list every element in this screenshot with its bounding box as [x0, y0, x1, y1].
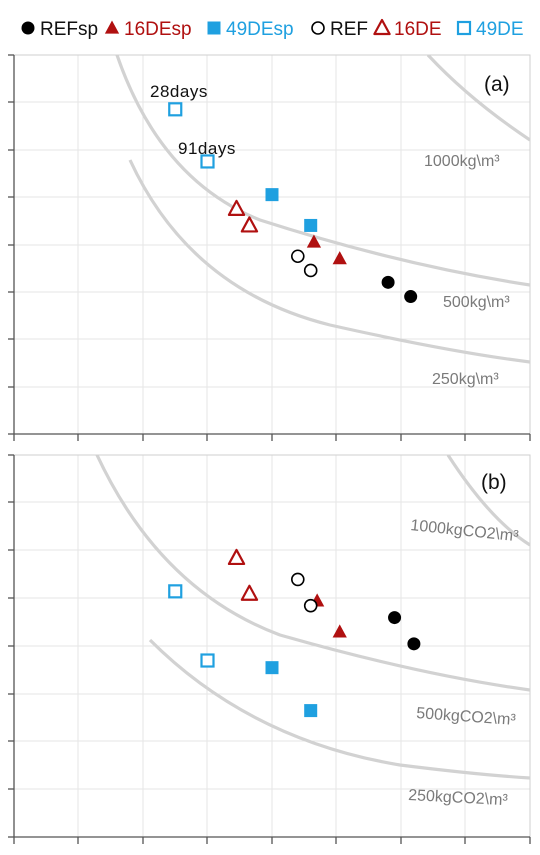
legend-marker — [21, 21, 35, 35]
legend-item: 16DE — [373, 18, 442, 40]
data-point — [303, 263, 318, 278]
data-point — [240, 584, 259, 601]
series — [290, 249, 318, 278]
data-point — [168, 584, 183, 599]
data-point — [332, 624, 347, 638]
iso-curve — [426, 55, 530, 142]
data-point — [381, 275, 395, 289]
data-point — [388, 611, 402, 625]
data-point — [332, 251, 347, 265]
series — [265, 661, 318, 718]
legend-label: 49DEsp — [226, 19, 294, 40]
grid — [13, 454, 531, 838]
iso-curve — [95, 455, 530, 692]
data-point — [227, 199, 246, 216]
data-point — [303, 598, 318, 613]
series — [290, 572, 318, 613]
data-point — [290, 572, 305, 587]
legend-marker — [373, 18, 391, 36]
chart-panel: 1000kg\m³ 500kg\m³ 250kg\m³ (a) 28days 91days — [8, 54, 531, 441]
iso-curve-label: 500kg\m³ — [443, 294, 510, 311]
iso-curves — [95, 455, 530, 780]
legend-label: REF — [330, 19, 368, 40]
legend-marker — [104, 20, 120, 34]
legend-marker — [311, 21, 325, 35]
legend-marker — [207, 21, 221, 35]
series — [381, 275, 418, 304]
data-point — [306, 234, 322, 248]
annotation-label: 28days — [150, 82, 208, 101]
legend-item: 49DE — [456, 19, 524, 40]
iso-curve-label: 1000kg\m³ — [424, 153, 500, 170]
annotation-label: 91days — [178, 139, 236, 158]
iso-curve — [148, 638, 530, 780]
iso-curves — [115, 55, 530, 364]
legend-label: 49DE — [476, 19, 524, 40]
iso-curve — [128, 159, 530, 364]
iso-curve — [446, 455, 530, 547]
data-point — [200, 653, 215, 668]
legend: REFsp 16DEsp 49DEsp REF 16DE 49DE — [21, 18, 524, 40]
iso-curve — [115, 55, 530, 287]
series — [227, 548, 259, 601]
data-point — [168, 102, 183, 117]
series — [388, 611, 421, 651]
series — [306, 234, 347, 265]
legend-item: REF — [311, 19, 368, 40]
data-point — [407, 637, 421, 651]
data-point — [290, 249, 305, 264]
legend-item: REFsp — [21, 19, 98, 40]
data-point — [265, 188, 279, 202]
data-point — [265, 661, 279, 675]
data-point — [304, 218, 318, 232]
legend-label: 16DEsp — [124, 19, 192, 40]
data-point — [404, 290, 418, 304]
data-point — [240, 216, 259, 233]
iso-curve-label: 500kgCO2\m³ — [416, 705, 517, 729]
panel-label: (b) — [481, 471, 507, 494]
series — [168, 584, 215, 668]
legend-label: 16DE — [394, 19, 442, 40]
data-point — [200, 154, 215, 169]
series — [168, 102, 215, 169]
legend-item: 49DEsp — [207, 19, 294, 40]
data-points — [168, 102, 418, 304]
series — [227, 199, 259, 233]
series — [310, 593, 347, 638]
panel-label: (a) — [484, 73, 510, 96]
legend-item: 16DEsp — [104, 19, 192, 40]
series — [265, 188, 318, 232]
data-points — [168, 548, 421, 718]
iso-curve-label: 250kgCO2\m³ — [408, 787, 509, 809]
legend-marker — [456, 20, 472, 36]
data-point — [227, 548, 246, 566]
legend-label: REFsp — [40, 19, 98, 40]
iso-curve-label: 250kg\m³ — [432, 371, 499, 388]
data-point — [304, 704, 318, 718]
